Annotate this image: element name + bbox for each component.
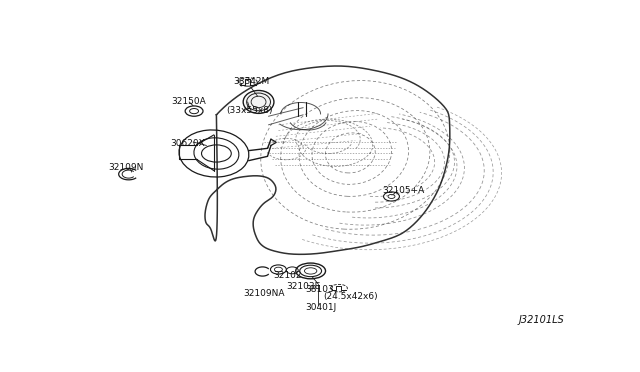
Text: 32109NA: 32109NA [244, 289, 285, 298]
Text: (33x55x8): (33x55x8) [227, 106, 273, 115]
Text: 32105+A: 32105+A [383, 186, 425, 195]
Text: 38342M: 38342M [234, 77, 270, 86]
Text: 32109N: 32109N [109, 163, 144, 172]
Text: 32103E: 32103E [286, 282, 320, 291]
Text: 30401J: 30401J [306, 303, 337, 312]
Ellipse shape [245, 92, 272, 112]
Text: 32102: 32102 [273, 271, 302, 280]
Text: 38103: 38103 [306, 285, 335, 294]
Text: 30620X: 30620X [170, 139, 205, 148]
Text: J32101LS: J32101LS [518, 315, 564, 325]
Text: 32150A: 32150A [172, 97, 207, 106]
Text: (24.5x42x6): (24.5x42x6) [323, 292, 378, 301]
